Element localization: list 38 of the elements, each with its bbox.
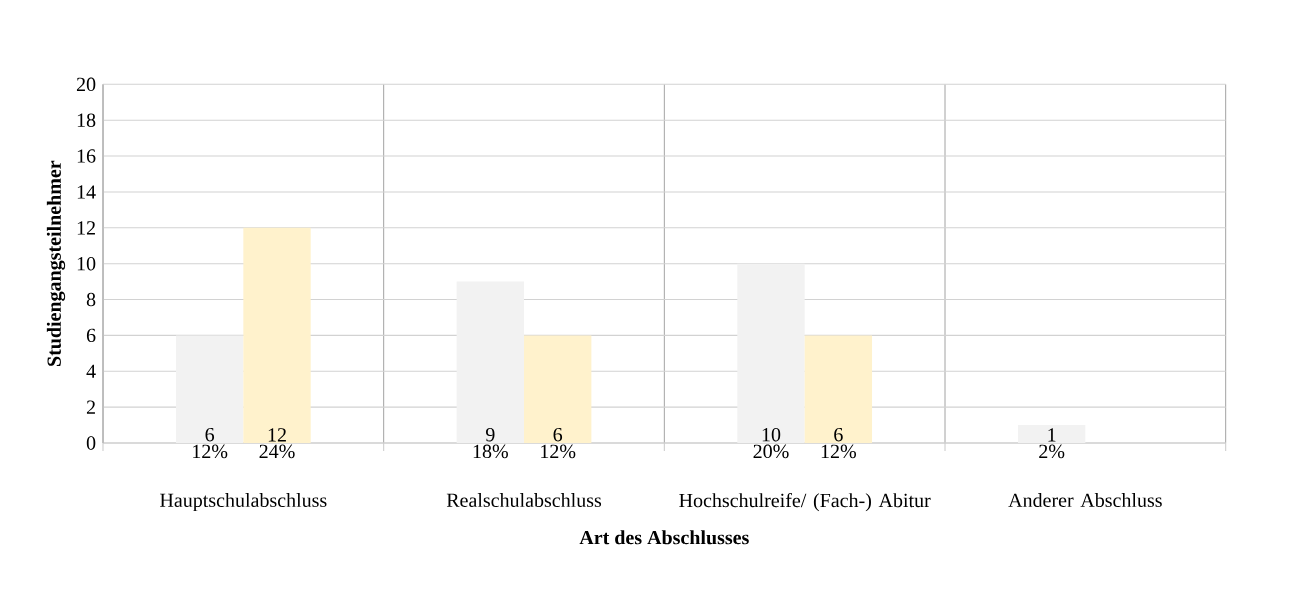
data-label: 12 [268, 428, 286, 442]
x-tick-label: Hochschulreife/ (Fach-) Abitur [679, 492, 931, 512]
x-tick-label: Anderer Abschluss [1008, 492, 1162, 508]
y-tick-label: 16 [77, 149, 96, 163]
text: 24% [259, 444, 295, 459]
x-tick-label: Hauptschulabschluss [160, 492, 327, 512]
data-label: 9 [485, 427, 495, 442]
data-label: 10 [762, 427, 781, 442]
y-tick-label: 2 [86, 400, 95, 414]
y-tick-label: 8 [86, 292, 96, 307]
y-tick-label: 20 [76, 77, 96, 92]
y-tick-label: 14 [77, 185, 96, 199]
bar [804, 335, 873, 443]
data-label: 1 [1048, 428, 1056, 442]
bar [737, 263, 805, 443]
y-axis-title: Studiengangsteilnehmer [46, 160, 66, 366]
y-tick-label: 10 [77, 256, 96, 271]
bar [175, 335, 244, 443]
data-label: 6 [205, 427, 215, 442]
text: 12% [821, 444, 856, 459]
text: 18% [473, 444, 508, 459]
y-tick-label: 4 [86, 364, 96, 378]
y-tick-label: 18 [77, 113, 96, 127]
bar [1017, 425, 1086, 443]
text: 2% [1039, 444, 1065, 459]
bar [456, 281, 525, 443]
x-tick-label: Realschulabschluss [446, 492, 602, 508]
bar [524, 335, 592, 443]
text: 20% [753, 444, 789, 459]
data-label: 6 [553, 427, 563, 442]
text: 12% [541, 444, 576, 459]
y-tick-label: 12 [77, 221, 95, 235]
bar [243, 227, 311, 443]
data-label: 6 [834, 427, 843, 442]
y-tick-label: 6 [86, 328, 96, 343]
text: 12% [193, 444, 228, 459]
x-axis-title: Art des Abschlusses [579, 530, 749, 545]
y-tick-label: 0 [86, 436, 96, 450]
